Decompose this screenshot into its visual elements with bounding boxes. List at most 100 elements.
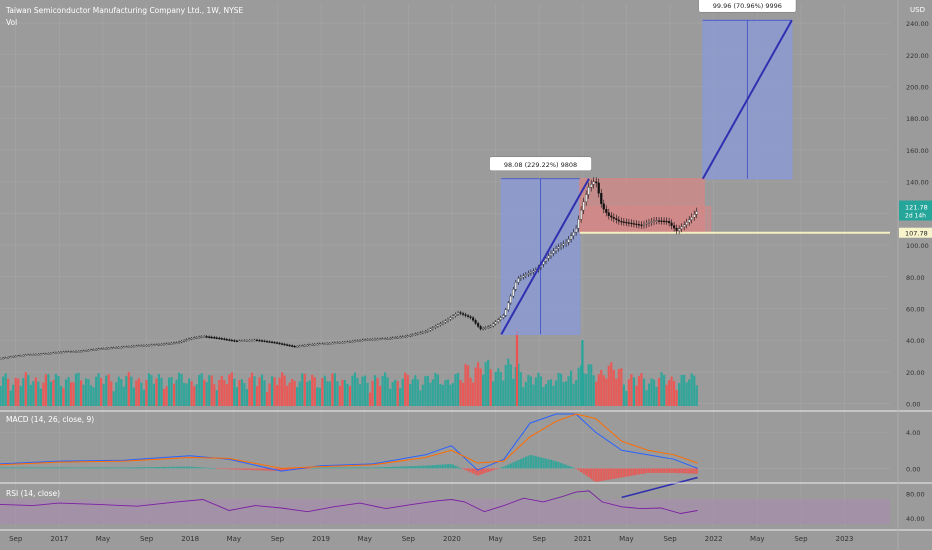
candle-body (482, 328, 485, 330)
macd-histogram-bar (205, 467, 208, 469)
macd-histogram-bar (230, 468, 233, 470)
volume-bar (110, 381, 113, 406)
volume-bar (281, 372, 284, 406)
last-price-badge (899, 200, 932, 221)
candle-body (321, 343, 324, 345)
candle-body (311, 344, 314, 346)
time-tick-label: May (750, 535, 764, 543)
macd-pane[interactable] (0, 413, 698, 499)
volume-bar (552, 385, 555, 406)
candle-body (265, 341, 269, 343)
volume-bar (92, 387, 95, 406)
candle-body (693, 214, 696, 218)
candle-body (416, 333, 419, 335)
macd-histogram-bar (137, 467, 140, 469)
volume-bar (429, 382, 432, 406)
macd-histogram-bar (434, 464, 437, 469)
volume-bar (288, 382, 291, 406)
candle-body (62, 351, 65, 354)
price-pane[interactable]: 98.08 (229.22%) 9808 99.96 (70.96%) 9996 (0, 0, 890, 406)
volume-bar (64, 379, 68, 406)
volume-bar (193, 386, 196, 406)
macd-histogram-bar (318, 467, 321, 469)
volume-bar (243, 383, 246, 406)
macd-histogram-bar (451, 464, 455, 469)
volume-bar (479, 368, 482, 406)
volume-bar (208, 375, 211, 406)
volume-bar (384, 372, 387, 406)
macd-histogram-bar (190, 466, 193, 469)
volume-bar (39, 388, 42, 406)
volume-bar (642, 378, 646, 406)
candle-body (291, 345, 294, 347)
macd-histogram-bar (150, 467, 153, 469)
volume-bar (688, 379, 691, 406)
volume-bar (399, 388, 402, 406)
macd-histogram-bar (306, 468, 309, 469)
candle-body (575, 228, 578, 233)
volume-bar (44, 374, 47, 406)
candle-body (346, 341, 349, 343)
candle-body (338, 342, 341, 344)
volume-bar (514, 367, 517, 406)
macd-histogram-bar (436, 464, 440, 469)
volume-bar (205, 382, 208, 406)
candle-body (620, 220, 623, 223)
rsi-pane[interactable] (0, 490, 890, 524)
time-tick-label: Sep (663, 535, 677, 543)
candle-body (208, 336, 211, 338)
trend-line-1[interactable] (500, 178, 590, 335)
candle-body (165, 343, 168, 345)
volume-bar (235, 387, 238, 406)
volume-bar (165, 386, 168, 406)
macd-histogram-bar (67, 467, 70, 469)
trend-line-2[interactable] (701, 19, 793, 180)
candle-body (549, 253, 553, 257)
candle-body (384, 338, 387, 340)
volume-bar (534, 377, 538, 406)
volume-bar (298, 381, 301, 406)
last-price-label: 121.78 (905, 204, 928, 212)
candle-body (630, 222, 633, 225)
macd-histogram-bar (24, 467, 27, 469)
volume-bar (660, 372, 663, 406)
macd-histogram-bar (647, 468, 651, 473)
time-tick-label: May (357, 535, 371, 543)
volume-bar (293, 380, 296, 406)
macd-histogram-bar (82, 467, 85, 469)
candle-body (328, 343, 331, 345)
candle-body (426, 330, 429, 332)
volume-bar (431, 379, 434, 406)
macd-histogram-bar (44, 467, 47, 469)
macd-histogram-bar (112, 467, 115, 469)
volume-bar (547, 380, 550, 406)
volume-bar (632, 377, 636, 406)
candle-body (554, 248, 558, 252)
candle-body (268, 341, 271, 343)
volume-bar (130, 376, 133, 406)
price-tick-label: 80.00 (906, 274, 925, 282)
volume-bar (147, 373, 151, 406)
candle-body (396, 337, 399, 339)
volume-bar (404, 372, 407, 406)
time-tick-label: 2018 (181, 535, 199, 543)
volume-bar (630, 374, 633, 406)
volume-bar (343, 379, 347, 406)
currency-label[interactable]: USD (910, 6, 925, 14)
volume-bar (416, 379, 419, 406)
candle-body (612, 217, 615, 219)
volume-bar (323, 375, 326, 406)
candle-body (47, 353, 50, 355)
volume-bar (69, 382, 73, 406)
volume-bar (198, 374, 201, 406)
macd-histogram-bar (2, 467, 5, 469)
volume-bar (532, 384, 535, 406)
candle-body (610, 215, 613, 218)
macd-histogram-bar (255, 468, 259, 471)
volume-bar (185, 383, 188, 406)
macd-divergence-line[interactable] (621, 476, 698, 499)
macd-histogram-bar (263, 468, 266, 471)
volume-bar (180, 373, 183, 406)
macd-histogram-bar (379, 467, 382, 469)
